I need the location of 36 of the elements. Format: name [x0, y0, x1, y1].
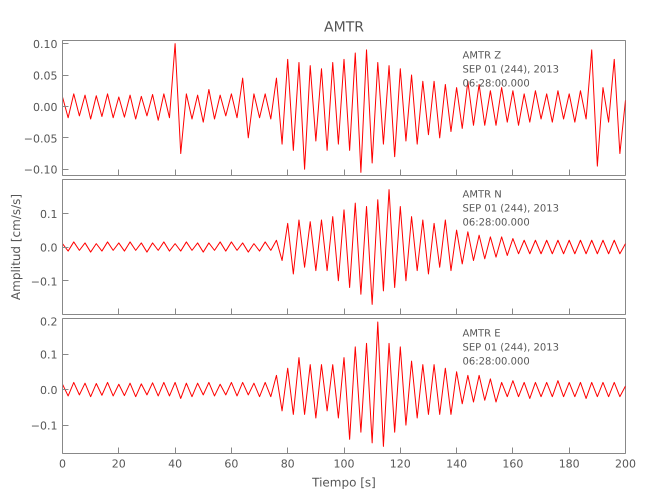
x-tick-label: 100 [334, 458, 354, 470]
y-axis-title: Amplitud [cm/s/s] [8, 194, 23, 300]
x-tick-label: 60 [224, 458, 238, 470]
y-tick-label: −0.10 [24, 164, 58, 177]
chart-title: AMTR [324, 20, 364, 36]
annotation: 06:28:00.000 [462, 356, 530, 368]
y-tick-label: 0.1 [40, 348, 58, 362]
x-tick-label: 200 [615, 458, 636, 470]
annotation: AMTR E [462, 328, 501, 340]
line-series [62, 189, 626, 305]
y-tick-label: −0.1 [30, 420, 58, 433]
annotation: 06:28:00.000 [462, 218, 530, 228]
x-tick-label: 0 [59, 458, 66, 470]
x-tick-label: 140 [446, 458, 468, 470]
x-tick-label: 160 [502, 458, 524, 470]
annotation: SEP 01 (244), 2013 [462, 204, 559, 214]
x-tick-label: 40 [168, 458, 182, 470]
y-tick-label: −0.1 [30, 275, 58, 288]
x-tick-label: 80 [280, 458, 295, 470]
x-tick-label: 180 [558, 458, 580, 470]
y-tick-label: 0.00 [33, 100, 58, 114]
y-tick-label: −0.05 [24, 132, 58, 146]
annotation: SEP 01 (244), 2013 [462, 342, 559, 354]
y-tick-label: 0.0 [40, 384, 58, 398]
y-tick-label: 0.10 [33, 38, 58, 52]
line-series [62, 43, 626, 173]
y-tick-label: 0.1 [40, 208, 58, 221]
x-tick-label: 120 [390, 458, 411, 470]
x-axis-title: Tiempo [s] [311, 476, 376, 490]
annotation: SEP 01 (244), 2013 [462, 64, 559, 76]
annotation: AMTR Z [462, 50, 502, 62]
y-tick-label: 0.2 [40, 316, 58, 328]
x-tick-label: 20 [112, 458, 126, 470]
annotation: AMTR N [462, 190, 502, 200]
y-tick-label: 0.05 [33, 70, 58, 83]
y-tick-label: 0.0 [40, 242, 58, 254]
